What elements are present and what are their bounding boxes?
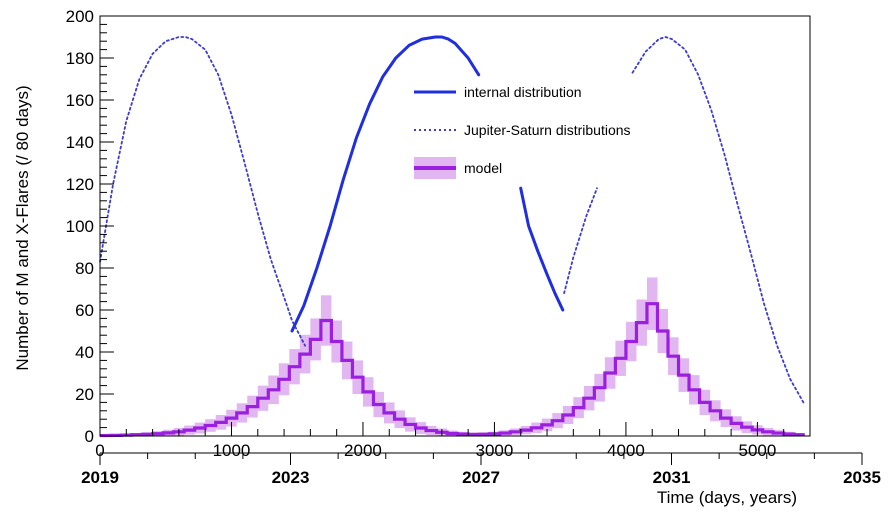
series-line-jupiter-saturn-distributions <box>563 187 598 295</box>
y-axis-title: Number of M and X-Flares (/ 80 days) <box>13 85 32 370</box>
x-tick-label: 5000 <box>738 441 776 460</box>
x-axis-title: Time (days, years) <box>657 488 797 507</box>
year-axis: 2019 2023 2027 2031 2035 <box>81 452 881 487</box>
legend-label-internal: internal distribution <box>464 84 582 100</box>
series-line-internal-distribution <box>290 35 481 333</box>
series-line-internal-distribution <box>519 186 565 312</box>
y-tick-label: 140 <box>66 133 94 152</box>
legend-item-model: model <box>414 157 502 179</box>
x-tick-label: 3000 <box>476 441 514 460</box>
y-tick-label: 160 <box>66 91 94 110</box>
plot-frame <box>99 15 811 437</box>
y-tick-label: 20 <box>75 385 94 404</box>
y-axis: 0 20 40 60 80 100 120 140 160 180 200 <box>66 7 114 446</box>
legend-item-internal: internal distribution <box>414 84 582 100</box>
y-tick-label: 60 <box>75 301 94 320</box>
legend-item-jupiter-saturn: Jupiter-Saturn distributions <box>414 122 631 138</box>
y-tick-label: 40 <box>75 343 94 362</box>
year-tick-label: 2027 <box>462 468 500 487</box>
x-tick-label: 4000 <box>607 441 645 460</box>
y-tick-label: 200 <box>66 7 94 26</box>
x-tick-label: 1000 <box>213 441 251 460</box>
y-tick-label: 180 <box>66 49 94 68</box>
year-tick-label: 2035 <box>843 468 881 487</box>
year-tick-label: 2023 <box>272 468 310 487</box>
series-layer <box>99 35 805 438</box>
legend: internal distribution Jupiter-Saturn dis… <box>414 84 631 179</box>
year-tick-label: 2019 <box>81 468 119 487</box>
series-line-model <box>100 302 805 438</box>
x-tick-label: 0 <box>95 441 104 460</box>
y-tick-label: 120 <box>66 175 94 194</box>
y-tick-label: 100 <box>66 217 94 236</box>
x-tick-label: 2000 <box>344 441 382 460</box>
legend-label-model: model <box>464 160 502 176</box>
series-line-jupiter-saturn-distributions <box>99 36 306 347</box>
y-tick-label: 80 <box>75 259 94 278</box>
series-line-jupiter-saturn-distributions <box>631 36 805 404</box>
y-tick-label: 0 <box>85 427 94 446</box>
model-error-band <box>100 277 805 436</box>
legend-label-jupiter-saturn: Jupiter-Saturn distributions <box>464 122 631 138</box>
year-tick-label: 2031 <box>653 468 691 487</box>
